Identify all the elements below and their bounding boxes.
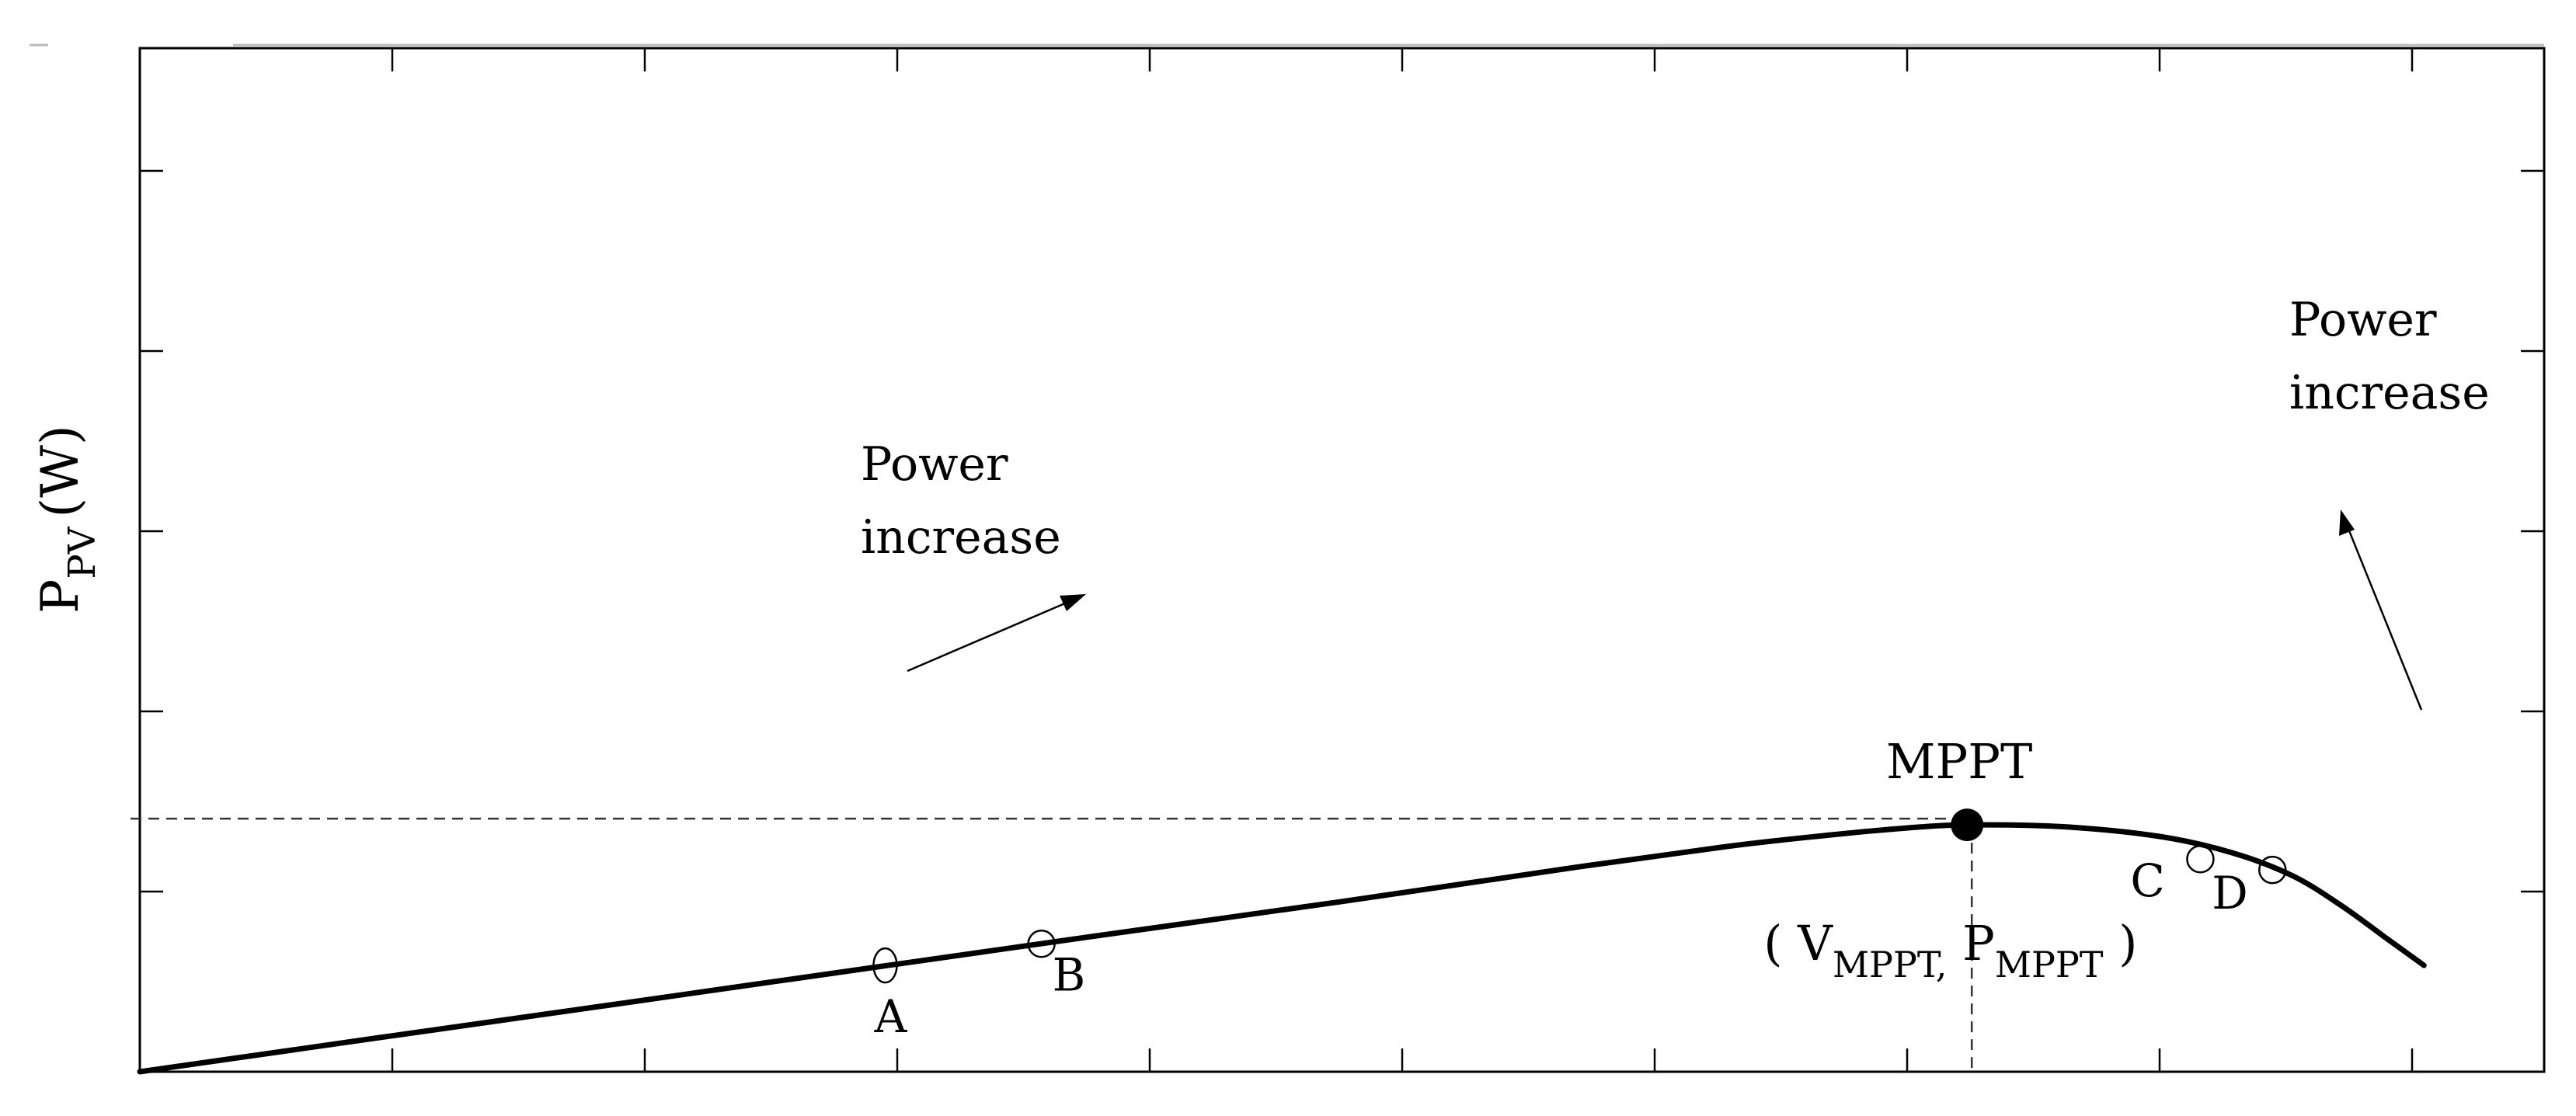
mpp-coordinates-label: ( VMPPT, PMPPT ) [1763,915,2137,986]
point-c-label: C [2130,854,2164,907]
right-direction-arrow [2339,509,2423,711]
pv-power-curve [137,822,2427,1075]
left-annotation-line1: Power [861,437,1008,492]
mpp-coords-p-subscript: MPPT [1995,944,2104,986]
mpp-coords-open: ( V [1763,915,1833,972]
y-axis-label-symbol: P [30,579,90,614]
point-d-label: D [2212,867,2248,920]
mpp-coords-separator: , [1936,944,1948,986]
right-annotation-line2: increase [2289,366,2490,420]
point-d-marker [2258,855,2287,885]
y-axis-label-unit: (W) [30,425,90,517]
point-a-marker [872,947,898,984]
left-annotation-line2: increase [861,510,1061,565]
left-direction-arrow [907,594,1086,673]
point-b-label: B [1053,948,1086,1001]
mpp-coords-p: P [1947,915,1994,972]
point-a-label: A [873,990,907,1043]
mpp-coords-close: ) [2104,915,2138,972]
y-axis-label-subscript: PV [61,526,104,579]
mpp-title: MPPT [1886,733,2032,790]
right-annotation-line1: Power [2289,293,2437,347]
axis-ticks [140,48,2544,1072]
point-b-marker [1027,930,1056,958]
mpp-coords-v-subscript: MPPT [1833,944,1941,986]
point-c-marker [2186,844,2215,874]
mpp-point [1951,808,1984,842]
plot-frame [138,47,2546,1073]
y-axis-label: PPV (W) [30,425,104,614]
